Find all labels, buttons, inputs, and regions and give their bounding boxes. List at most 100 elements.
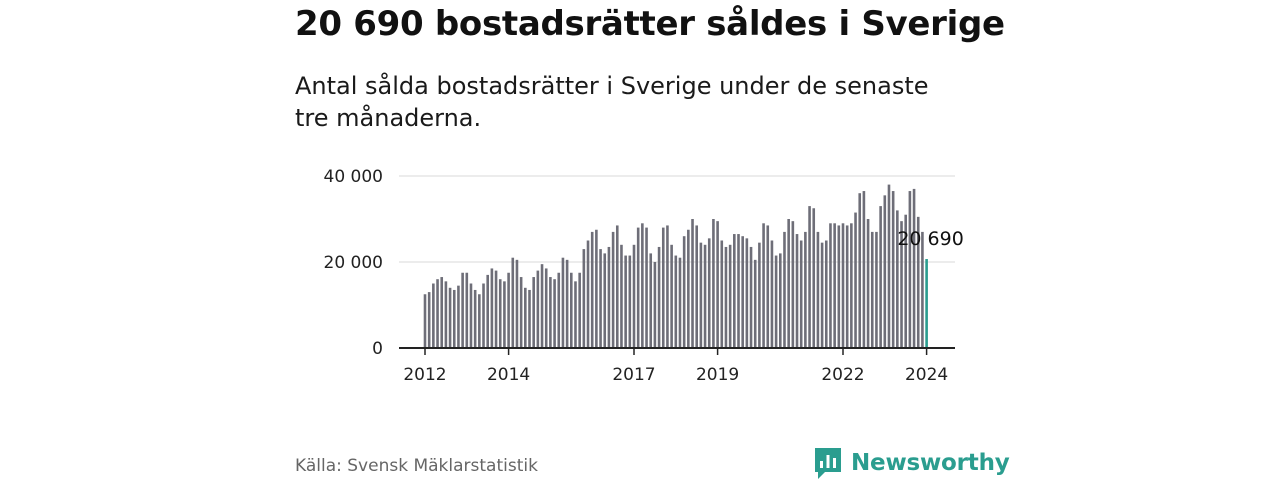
bar — [766, 225, 770, 348]
bar — [553, 279, 556, 348]
bar — [799, 240, 803, 348]
bar — [829, 223, 832, 348]
bar — [712, 219, 715, 348]
bar — [820, 242, 824, 348]
bar-chart-speech-bubble-icon — [815, 448, 841, 479]
bar — [574, 281, 577, 348]
bar — [461, 272, 464, 348]
bar — [632, 244, 636, 348]
bar — [762, 223, 765, 348]
bar — [695, 225, 698, 348]
bar — [887, 184, 891, 348]
brand-name: Newsworthy — [851, 450, 1010, 476]
bar — [452, 289, 456, 348]
bar — [486, 274, 489, 348]
bar — [850, 223, 853, 348]
x-tick-label: 2019 — [696, 365, 739, 385]
bar — [912, 188, 916, 348]
bar — [599, 249, 602, 348]
bar — [691, 219, 694, 348]
bar — [804, 231, 807, 348]
bar — [741, 236, 744, 348]
bar — [703, 244, 707, 348]
x-tick-label: 2012 — [403, 365, 446, 385]
bar — [854, 212, 857, 348]
bar — [440, 277, 444, 348]
bar — [900, 221, 903, 348]
bar — [432, 283, 435, 348]
bar — [469, 283, 473, 348]
bar — [666, 225, 669, 348]
bar — [753, 259, 757, 348]
x-tick-label: 2024 — [905, 365, 948, 385]
bar — [687, 229, 690, 348]
bar — [891, 191, 895, 348]
x-tick-label: 2014 — [487, 365, 530, 385]
bar — [770, 240, 774, 348]
bar — [908, 191, 912, 348]
bar — [465, 272, 469, 348]
bar — [611, 231, 615, 348]
bar — [511, 257, 515, 348]
bar — [841, 223, 845, 348]
bar — [674, 255, 678, 348]
bar — [774, 255, 778, 348]
bar-highlight — [925, 259, 928, 348]
bar — [875, 231, 878, 348]
bar — [728, 244, 732, 348]
bar — [779, 253, 782, 348]
bar — [682, 236, 686, 348]
bar — [624, 255, 627, 348]
bar — [490, 268, 494, 348]
bar — [532, 277, 535, 348]
bar — [833, 223, 836, 348]
bar — [590, 231, 594, 348]
bar — [570, 272, 573, 348]
tick-labels: 0 20 000 40 000 2012 2014 2017 2019 2022 2024 20 … — [324, 167, 964, 385]
newsworthy-logo[interactable]: Newsworthy — [813, 446, 1010, 480]
x-tick-label: 2022 — [821, 365, 864, 385]
bar — [498, 279, 502, 348]
bar — [866, 219, 870, 348]
bar — [636, 227, 640, 348]
bar — [824, 240, 828, 348]
bar — [503, 281, 506, 348]
bar — [745, 238, 749, 348]
bar — [737, 234, 740, 348]
bar — [858, 193, 862, 348]
bar — [653, 262, 657, 348]
value-annotation: 20 690 — [897, 228, 963, 250]
bar — [678, 257, 682, 348]
bar — [557, 272, 561, 348]
bar — [845, 225, 849, 348]
bar — [448, 287, 452, 348]
bar-series — [423, 184, 928, 348]
bar — [870, 231, 874, 348]
bar — [749, 246, 753, 348]
bar — [482, 283, 485, 348]
bar — [478, 294, 481, 348]
bar — [615, 225, 619, 348]
bar — [921, 231, 924, 348]
bar — [519, 277, 523, 348]
bar — [916, 216, 920, 348]
bar — [544, 268, 548, 348]
bar — [879, 206, 882, 348]
bar — [645, 227, 648, 348]
bar — [661, 227, 665, 348]
bar — [787, 219, 790, 348]
bar — [423, 294, 427, 348]
bar — [720, 240, 724, 348]
bar — [707, 238, 711, 348]
bar — [436, 279, 439, 348]
bar — [620, 244, 623, 348]
chart-title: 20 690 bostadsrätter såldes i Sverige — [295, 4, 1005, 44]
bar — [716, 221, 719, 348]
bar — [758, 242, 761, 348]
y-tick-label: 40 000 — [324, 167, 383, 187]
y-tick-label: 0 — [372, 339, 383, 359]
bar — [816, 231, 820, 348]
bar — [494, 270, 498, 348]
bar — [641, 223, 644, 348]
bar — [808, 206, 811, 348]
